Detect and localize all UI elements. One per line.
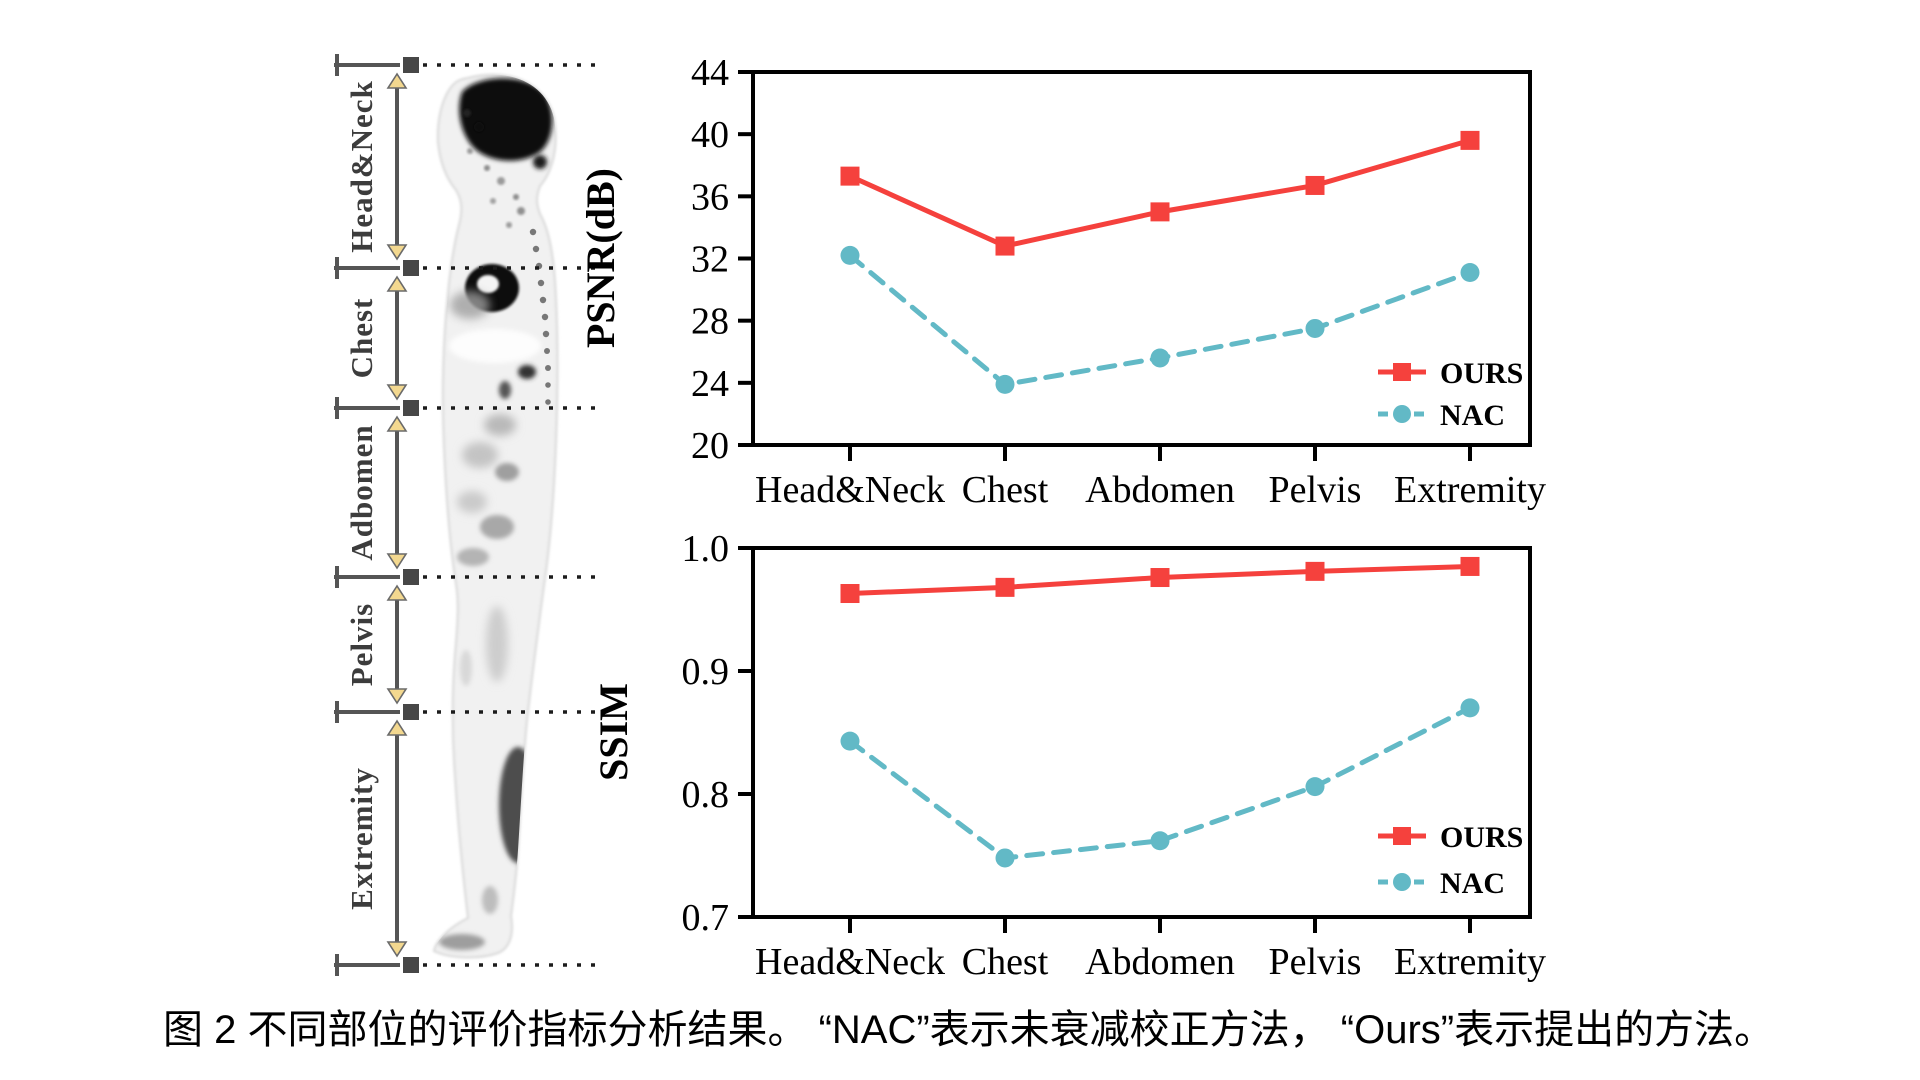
series-line-ours: [847, 137, 1473, 249]
x-tick-label: Pelvis: [1269, 941, 1362, 983]
region-label: Pelvis: [344, 603, 379, 687]
marker-ours: [1305, 561, 1325, 581]
marker-nac: [1305, 318, 1325, 338]
arrowhead-icon: [386, 688, 408, 705]
arrowhead-icon: [386, 72, 408, 89]
brain-blob: [459, 78, 553, 161]
legend-label: NAC: [1440, 867, 1505, 900]
region-extent-arrow: [386, 415, 408, 570]
region-extent-arrow: [386, 584, 408, 705]
y-axis-title: SSIM: [591, 683, 636, 781]
y-tick-label: 0.7: [682, 897, 730, 939]
x-tick-label: Chest: [962, 469, 1049, 511]
marker-nac: [995, 848, 1015, 868]
marker-ours: [1460, 556, 1480, 576]
arrowhead-icon: [386, 584, 408, 601]
legend-label: OURS: [1440, 821, 1523, 854]
marker-ours: [1460, 130, 1480, 150]
y-tick-label: 1.0: [682, 528, 730, 570]
marker-nac: [1460, 698, 1480, 718]
x-tick-label: Head&Neck: [755, 469, 945, 511]
marker-ours: [840, 584, 860, 604]
legend-label: OURS: [1440, 357, 1523, 390]
region-boundary: [334, 397, 598, 419]
marker-nac: [1305, 777, 1325, 797]
marker-ours: [995, 577, 1015, 597]
x-tick-label: Extremity: [1394, 941, 1546, 983]
region-extent-arrow: [386, 719, 408, 958]
boundary-marker-square: [403, 400, 419, 416]
region-extent-arrow: [386, 275, 408, 401]
psnr-chart: 20 24 28 32 36 40 44 Head&Neck Chest Abdomen Pelvi…: [578, 52, 1546, 511]
legend-label: NAC: [1440, 399, 1505, 432]
region-boundary: [334, 54, 598, 76]
region-extent-arrow: [386, 72, 408, 261]
arrowhead-icon: [386, 275, 408, 292]
x-tick-label: Extremity: [1394, 469, 1546, 511]
y-tick-label: 0.9: [682, 651, 730, 693]
marker-ours: [1150, 202, 1170, 222]
y-tick-label: 36: [691, 176, 729, 218]
arrowhead-icon: [386, 941, 408, 958]
region-boundary: [334, 701, 598, 723]
y-tick-label: 40: [691, 114, 729, 156]
y-tick-label: 28: [691, 301, 729, 343]
arrowhead-icon: [386, 719, 408, 736]
y-tick-label: 24: [691, 363, 729, 405]
region-label: Head&Neck: [344, 80, 379, 253]
ssim-chart: 0.7 0.8 0.9 1.0 Head&Neck Chest Abdomen Pelvis E…: [591, 528, 1546, 983]
region-boundary: [334, 566, 598, 588]
y-tick-label: 20: [691, 425, 729, 467]
boundary-marker-square: [403, 260, 419, 276]
arrowhead-icon: [386, 553, 408, 570]
region-label: Chest: [344, 298, 379, 379]
spine-dots: [529, 228, 551, 405]
x-tick-label: Chest: [962, 941, 1049, 983]
boundary-marker-square: [403, 704, 419, 720]
chart-legend: OURS NAC: [1378, 357, 1523, 432]
region-label: Adbomen: [344, 424, 379, 560]
pet-body-scan: [432, 73, 559, 959]
marker-ours: [840, 166, 860, 186]
x-tick-label: Abdomen: [1085, 941, 1235, 983]
marker-nac: [1150, 831, 1170, 851]
marker-ours: [995, 236, 1015, 256]
marker-ours: [1150, 568, 1170, 588]
region-boundary: [334, 954, 598, 976]
x-tick-label: Head&Neck: [755, 941, 945, 983]
legend-marker: [1393, 363, 1411, 381]
chart-legend: OURS NAC: [1378, 821, 1523, 900]
y-axis-title: PSNR(dB): [578, 168, 623, 348]
region-boundary: [334, 257, 598, 279]
body-region-annotations: Head&Neck Chest Adbomen Pelvis Extremity: [334, 54, 598, 976]
marker-nac: [840, 245, 860, 265]
y-tick-label: 32: [691, 239, 729, 281]
calf-muscle-blob: [499, 747, 537, 863]
figure-caption: 图 2 不同部位的评价指标分析结果。 “NAC”表示未衰减校正方法， “Ours…: [163, 1008, 1774, 1052]
x-tick-label: Pelvis: [1269, 469, 1362, 511]
legend-marker: [1393, 827, 1411, 845]
boundary-marker-square: [403, 569, 419, 585]
boundary-marker-square: [403, 57, 419, 73]
marker-nac: [1460, 262, 1480, 282]
y-tick-label: 0.8: [682, 774, 730, 816]
marker-nac: [840, 731, 860, 751]
boundary-marker-square: [403, 957, 419, 973]
arrowhead-icon: [386, 415, 408, 432]
plot-border: [751, 546, 1532, 919]
y-tick-label: 44: [691, 52, 729, 94]
marker-nac: [995, 374, 1015, 394]
marker-ours: [1305, 175, 1325, 195]
legend-marker: [1393, 873, 1411, 891]
arrowhead-icon: [386, 384, 408, 401]
x-tick-label: Abdomen: [1085, 469, 1235, 511]
arrowhead-icon: [386, 244, 408, 261]
legend-marker: [1393, 405, 1411, 423]
region-label: Extremity: [344, 767, 379, 910]
plot-border: [751, 70, 1532, 447]
marker-nac: [1150, 348, 1170, 368]
